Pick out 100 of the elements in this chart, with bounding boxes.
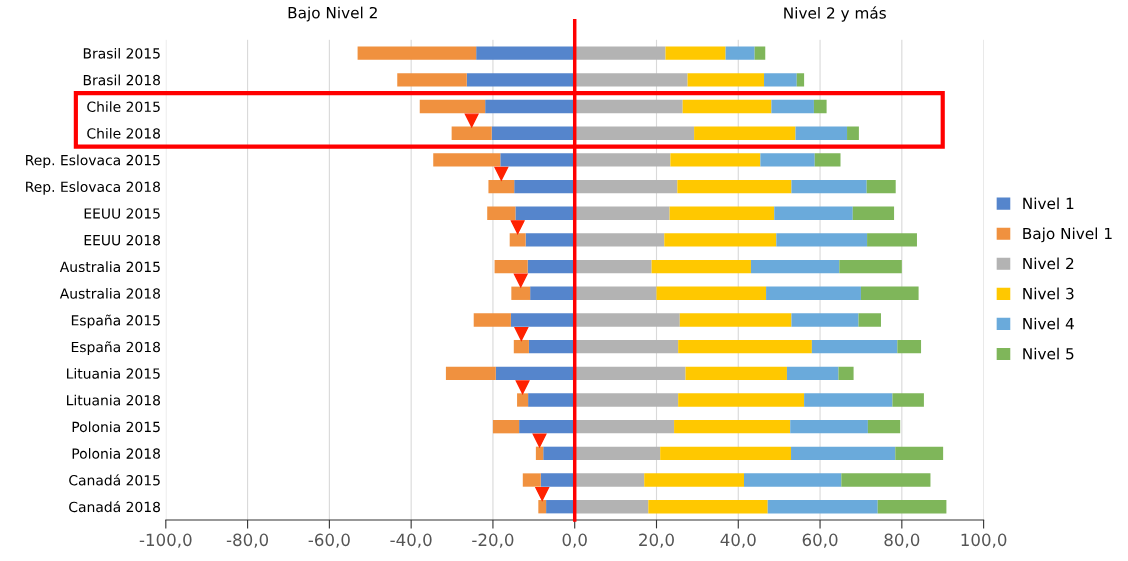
x-tick-label: -80,0 — [226, 533, 269, 548]
bar — [433, 153, 501, 167]
bar — [750, 259, 840, 274]
bar — [771, 99, 814, 114]
bar — [574, 313, 680, 327]
bar — [725, 46, 755, 60]
y-tick-label: Australia 2018 — [59, 288, 161, 299]
y-tick-label: Lituania 2018 — [67, 394, 161, 406]
bar — [678, 393, 805, 407]
bar — [858, 313, 881, 327]
y-tick-label: España 2015 — [71, 314, 160, 329]
bar — [665, 46, 726, 60]
bar — [445, 366, 496, 380]
legend-label: Nivel 3 — [1023, 287, 1074, 300]
y-tick-label: Australia 2015 — [59, 261, 160, 273]
bar — [495, 366, 575, 380]
legend-label: Nivel 4 — [1023, 317, 1074, 330]
bar — [767, 500, 878, 514]
legend-label: Bajo Nivel 1 — [1023, 227, 1112, 243]
bar — [397, 73, 467, 87]
bar — [514, 179, 575, 194]
bar — [519, 420, 575, 434]
bar — [841, 473, 931, 487]
bar — [574, 366, 686, 380]
bar — [543, 446, 575, 461]
bar — [867, 233, 917, 247]
bar — [546, 500, 575, 514]
bar — [813, 99, 827, 114]
bar — [574, 446, 661, 461]
bar — [574, 73, 688, 87]
bar — [485, 99, 575, 114]
bar — [574, 339, 679, 354]
bar — [685, 366, 787, 380]
y-tick-label: Rep. Eslovaca 2018 — [26, 181, 160, 195]
bar — [674, 420, 791, 434]
bar — [754, 46, 766, 60]
bar — [669, 206, 775, 220]
bar — [492, 420, 520, 434]
bar — [791, 313, 859, 327]
bar — [892, 393, 924, 407]
bar — [682, 99, 772, 114]
bar — [357, 46, 477, 60]
bar — [574, 420, 675, 434]
bar — [677, 179, 792, 194]
bar — [774, 206, 853, 220]
bar — [814, 153, 841, 167]
bar — [419, 99, 486, 114]
y-tick-label: Polonia 2015 — [72, 421, 160, 433]
x-tick-label: -60,0 — [308, 533, 350, 548]
bar — [847, 126, 859, 140]
bar — [528, 339, 575, 354]
bar — [473, 313, 511, 327]
bar — [500, 153, 575, 167]
y-tick-label: Polonia 2018 — [72, 448, 160, 459]
bar — [744, 473, 842, 487]
legend-label: Nivel 5 — [1023, 347, 1074, 360]
y-tick-label: EEUU 2018 — [84, 234, 160, 246]
x-tick-label: 100,0 — [961, 533, 1007, 548]
bar — [687, 73, 765, 87]
bar — [491, 126, 575, 140]
bar — [574, 46, 666, 60]
bar — [648, 500, 768, 514]
y-tick-label: España 2018 — [71, 341, 160, 355]
bar — [776, 233, 868, 247]
bar — [574, 233, 665, 247]
bar — [476, 46, 575, 60]
bar — [574, 99, 683, 114]
bar — [877, 500, 947, 514]
bar — [866, 179, 896, 194]
legend-label: Nivel 2 — [1023, 257, 1074, 270]
y-tick-label: Lituania 2015 — [67, 368, 160, 379]
bar — [494, 259, 528, 274]
x-tick-label: 20,0 — [639, 533, 674, 548]
y-tick-label: Canadá 2018 — [69, 500, 160, 513]
bar — [574, 153, 671, 167]
y-tick-label: Rep. Eslovaca 2015 — [26, 154, 160, 169]
y-tick-label: Brasil 2015 — [83, 47, 160, 59]
bar — [644, 473, 744, 487]
bar — [574, 286, 657, 300]
x-tick-label: 60,0 — [802, 533, 838, 548]
bar — [510, 313, 575, 327]
bar — [530, 286, 575, 300]
text: Nivel 2 y más — [784, 6, 886, 22]
bar — [525, 233, 575, 247]
bar — [790, 420, 868, 434]
bar — [527, 259, 575, 274]
bar — [795, 126, 848, 140]
bar — [791, 179, 867, 194]
bar — [678, 339, 812, 354]
bar — [574, 259, 652, 274]
bar — [522, 473, 541, 487]
x-tick-label: 40,0 — [720, 533, 756, 548]
bar — [897, 339, 922, 354]
x-tick-label: -20,0 — [472, 533, 514, 548]
bar — [679, 313, 792, 327]
bar — [895, 446, 944, 461]
bar — [764, 73, 797, 87]
bar — [852, 206, 895, 220]
bar — [574, 473, 645, 487]
y-tick-label: Chile 2018 — [87, 127, 160, 139]
